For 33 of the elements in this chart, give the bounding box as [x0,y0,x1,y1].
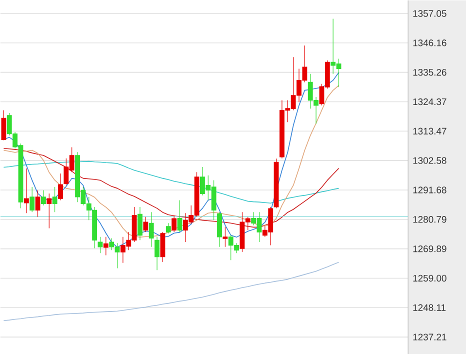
y-tick-label: 1357.05 [413,10,446,17]
y-tick-label: 1346.16 [413,39,446,46]
y-tick-label: 1335.26 [413,68,446,76]
candlestick [24,168,29,214]
candlestick [52,186,58,212]
candlestick [217,212,222,247]
candlestick [177,200,182,232]
candlestick [154,236,160,270]
y-tick-label: 1302.58 [413,156,446,164]
candlestick [222,226,228,247]
candlestick [103,236,108,256]
y-tick-label: 1291.68 [413,186,446,194]
candlestick [143,216,148,232]
candlestick [1,110,6,140]
y-tick-label: 1280.79 [413,216,446,222]
candlestick [138,206,142,240]
candlestick [58,172,63,200]
y-tick-label: 1237.21 [413,333,446,340]
candlestick [274,158,279,208]
candlestick [98,236,103,254]
y-tick-label: 1269.89 [413,245,446,252]
candlestick [35,190,40,217]
candlestick [160,232,166,262]
y-tick-label: 1259.00 [413,274,446,282]
candlestick [166,222,171,234]
candlestick [30,186,35,212]
y-tick-label: 1313.47 [413,128,446,134]
candlestick [172,214,177,232]
y-tick-label: 1324.37 [413,98,446,105]
candlestick [148,212,154,247]
candlestick [40,190,46,206]
y-tick-label: 1248.11 [413,304,446,311]
candlestick [46,192,52,228]
